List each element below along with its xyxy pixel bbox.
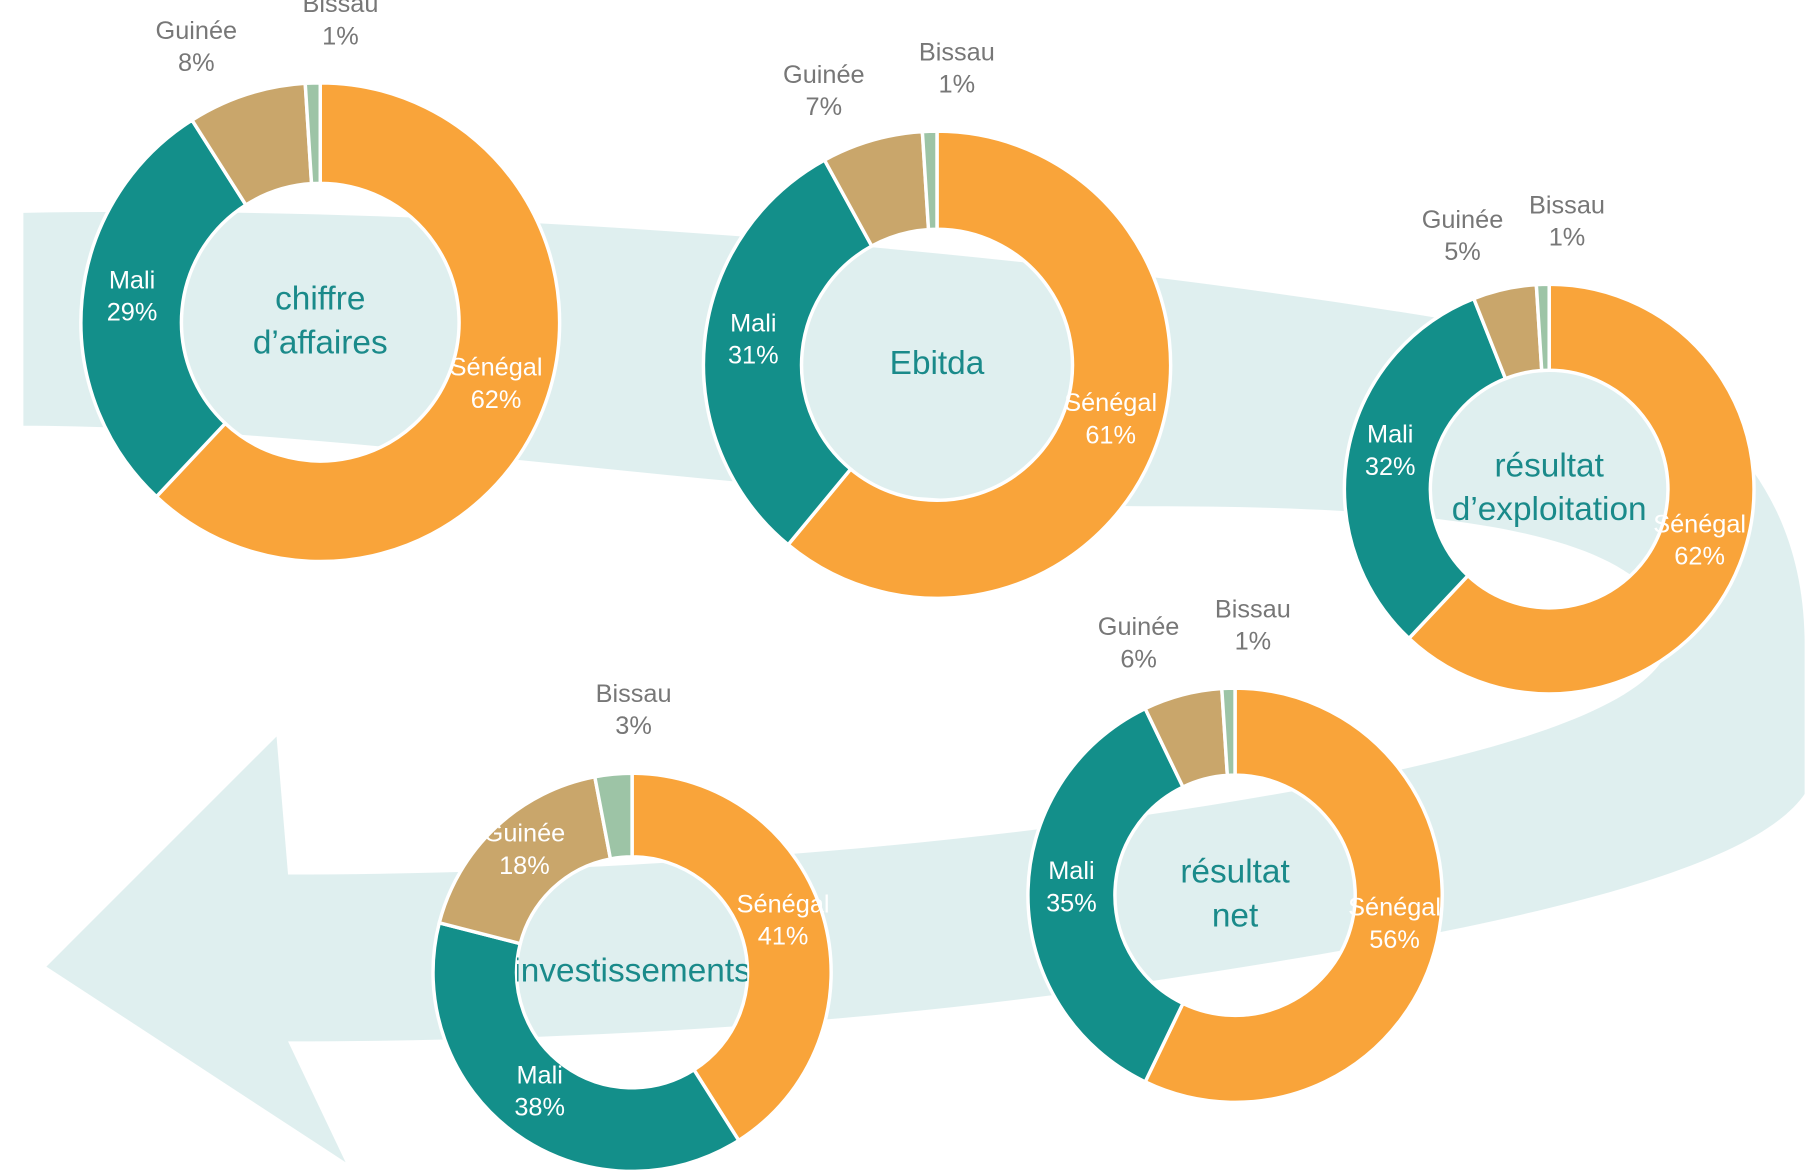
- slice-category: Mali: [1048, 857, 1094, 885]
- slice-value-label: 3%: [615, 712, 652, 740]
- slice-value-label: 38%: [514, 1094, 565, 1122]
- slice-category: Bissau: [1529, 191, 1605, 219]
- slice-category: Guinée: [156, 17, 238, 45]
- slice-category: Mali: [730, 309, 776, 337]
- slice-value-label: 1%: [1549, 224, 1586, 252]
- center-title-box: investissements: [517, 857, 748, 1088]
- slice-value-label: 35%: [1046, 889, 1097, 917]
- slice-value-label: 32%: [1365, 453, 1416, 481]
- center-title-wrap: résultat d’exploitation: [1430, 370, 1668, 608]
- center-title-wrap: chiffre d’affaires: [181, 183, 459, 461]
- slice-category: Guinée: [484, 820, 566, 848]
- center-title-box: résultat d’exploitation: [1430, 370, 1668, 608]
- slice-category: Sénégal: [737, 890, 830, 918]
- slice-value-label: 1%: [939, 71, 976, 99]
- center-title-box: résultat net: [1115, 775, 1355, 1015]
- slice-category: Sénégal: [1064, 389, 1157, 417]
- slice-value-label: 56%: [1369, 926, 1420, 954]
- center-title-box: Ebitda: [802, 229, 1073, 500]
- center-title: investissements: [517, 951, 748, 994]
- slice-category: Bissau: [596, 680, 672, 708]
- center-title-wrap: Ebitda: [802, 229, 1073, 500]
- slice-value-label: 5%: [1444, 238, 1481, 266]
- slice-category: Mali: [109, 266, 155, 294]
- slice-value-label: 8%: [178, 49, 215, 77]
- slice-value-label: 1%: [322, 22, 359, 50]
- center-title: chiffre d’affaires: [253, 279, 388, 366]
- slice-category: Mali: [1367, 421, 1413, 449]
- slice-category: Sénégal: [1348, 894, 1441, 922]
- slice-category: Bissau: [302, 0, 378, 18]
- slice-value-label: 31%: [728, 342, 779, 370]
- infographic: Sénégal 62% Mali 29% Guinée 8% Bissau 1% chiffre…: [0, 0, 1805, 1176]
- slice-category: Guinée: [783, 61, 865, 89]
- center-title-wrap: investissements: [517, 857, 748, 1088]
- center-title: Ebitda: [890, 343, 985, 386]
- slice-category: Guinée: [1422, 206, 1504, 234]
- slice-value-label: 41%: [758, 923, 809, 951]
- slice-value-label: 7%: [806, 93, 843, 121]
- slice-category: Bissau: [1215, 595, 1291, 623]
- center-title: résultat net: [1180, 852, 1289, 939]
- center-title-box: chiffre d’affaires: [181, 183, 459, 461]
- slice-category: Bissau: [919, 39, 995, 67]
- center-title: résultat d’exploitation: [1452, 446, 1647, 533]
- slice-category: Guinée: [1098, 613, 1180, 641]
- slice-value-label: 62%: [471, 386, 522, 414]
- slice-value-label: 1%: [1235, 628, 1272, 656]
- slice-value-label: 61%: [1085, 421, 1136, 449]
- slice-value-label: 29%: [107, 299, 158, 327]
- slice-category: Sénégal: [450, 354, 543, 382]
- slice-value-label: 62%: [1674, 543, 1725, 571]
- center-title-wrap: résultat net: [1115, 775, 1355, 1015]
- slice-value-label: 6%: [1120, 645, 1157, 673]
